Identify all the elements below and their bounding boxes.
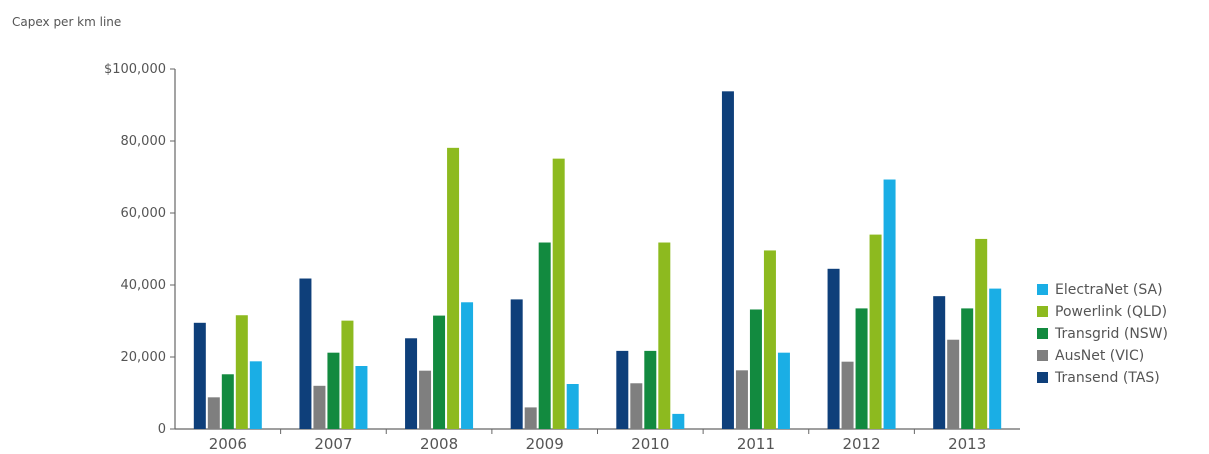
- legend-swatch: [1037, 372, 1048, 383]
- bar-ausnet-vic-2009: [524, 407, 537, 429]
- y-axis: 0 20,000 40,000 60,000 80,000 $100,000: [104, 62, 176, 437]
- bar-ausnet-vic-2010: [630, 383, 643, 429]
- bar-powerlink-qld-2008: [447, 147, 460, 429]
- bar-powerlink-qld-2007: [341, 320, 354, 429]
- y-tick-label: 20,000: [121, 350, 167, 365]
- bar-transend-tas-2007: [299, 278, 312, 429]
- y-tick-label: $100,000: [104, 62, 166, 77]
- x-tick-label: 2011: [737, 435, 775, 453]
- x-tick-label: 2010: [631, 435, 669, 453]
- bar-transend-tas-2006: [193, 322, 206, 429]
- bar-powerlink-qld-2006: [235, 315, 248, 429]
- bar-transgrid-nsw-2012: [855, 308, 868, 429]
- bar-transend-tas-2011: [721, 91, 734, 429]
- bar-transgrid-nsw-2008: [433, 315, 446, 429]
- legend-label: Powerlink (QLD): [1055, 304, 1167, 320]
- bars: [193, 91, 1002, 429]
- bar-transgrid-nsw-2011: [749, 309, 762, 429]
- bar-transend-tas-2008: [405, 338, 418, 429]
- bar-ausnet-vic-2008: [419, 370, 432, 429]
- x-tick-label: 2012: [842, 435, 880, 453]
- legend-swatch: [1037, 328, 1048, 339]
- x-tick-label: 2006: [209, 435, 247, 453]
- bar-transgrid-nsw-2009: [538, 242, 551, 429]
- bar-transend-tas-2009: [510, 299, 523, 429]
- bar-electranet-sa-2010: [672, 413, 685, 429]
- x-tick-label: 2008: [420, 435, 458, 453]
- x-tick-label: 2009: [526, 435, 564, 453]
- legend-swatch: [1037, 350, 1048, 361]
- bar-ausnet-vic-2012: [841, 361, 854, 429]
- bar-transend-tas-2012: [827, 268, 840, 429]
- legend-label: Transend (TAS): [1054, 370, 1160, 386]
- chart-title: Capex per km line: [12, 15, 121, 29]
- bar-ausnet-vic-2011: [735, 370, 748, 429]
- legend-swatch: [1037, 306, 1048, 317]
- y-tick-label: 40,000: [121, 278, 167, 293]
- bar-powerlink-qld-2012: [869, 234, 882, 429]
- y-tick-label: 0: [158, 422, 166, 437]
- x-tick-label: 2013: [948, 435, 986, 453]
- legend-label: Transgrid (NSW): [1054, 326, 1168, 342]
- bar-powerlink-qld-2009: [552, 158, 565, 429]
- bar-electranet-sa-2009: [566, 384, 579, 429]
- bar-transgrid-nsw-2007: [327, 352, 340, 429]
- bar-ausnet-vic-2013: [947, 339, 960, 429]
- legend-label: ElectraNet (SA): [1055, 282, 1163, 298]
- bar-transgrid-nsw-2006: [221, 374, 234, 429]
- bar-electranet-sa-2006: [249, 361, 262, 429]
- bar-powerlink-qld-2011: [763, 250, 776, 429]
- bar-powerlink-qld-2010: [658, 242, 671, 429]
- x-tick-label: 2007: [314, 435, 352, 453]
- bar-electranet-sa-2012: [883, 179, 896, 429]
- bar-electranet-sa-2013: [989, 288, 1002, 429]
- bar-ausnet-vic-2006: [207, 397, 220, 429]
- bar-transend-tas-2013: [933, 296, 946, 429]
- bar-transgrid-nsw-2013: [961, 308, 974, 429]
- y-tick-label: 60,000: [121, 206, 167, 221]
- bar-transgrid-nsw-2010: [644, 350, 657, 429]
- bar-transend-tas-2010: [616, 350, 629, 429]
- bar-electranet-sa-2008: [461, 302, 474, 429]
- bar-electranet-sa-2007: [355, 366, 368, 429]
- y-tick-label: 80,000: [121, 134, 167, 149]
- bar-powerlink-qld-2013: [975, 238, 988, 429]
- legend: ElectraNet (SA) Powerlink (QLD) Transgrid …: [1037, 282, 1168, 386]
- legend-label: AusNet (VIC): [1055, 348, 1144, 364]
- bar-ausnet-vic-2007: [313, 385, 326, 429]
- bar-electranet-sa-2011: [777, 352, 790, 429]
- x-axis: 2006 2007 2008 2009 2010 2011 2012 2013: [175, 428, 1020, 453]
- legend-swatch: [1037, 284, 1048, 295]
